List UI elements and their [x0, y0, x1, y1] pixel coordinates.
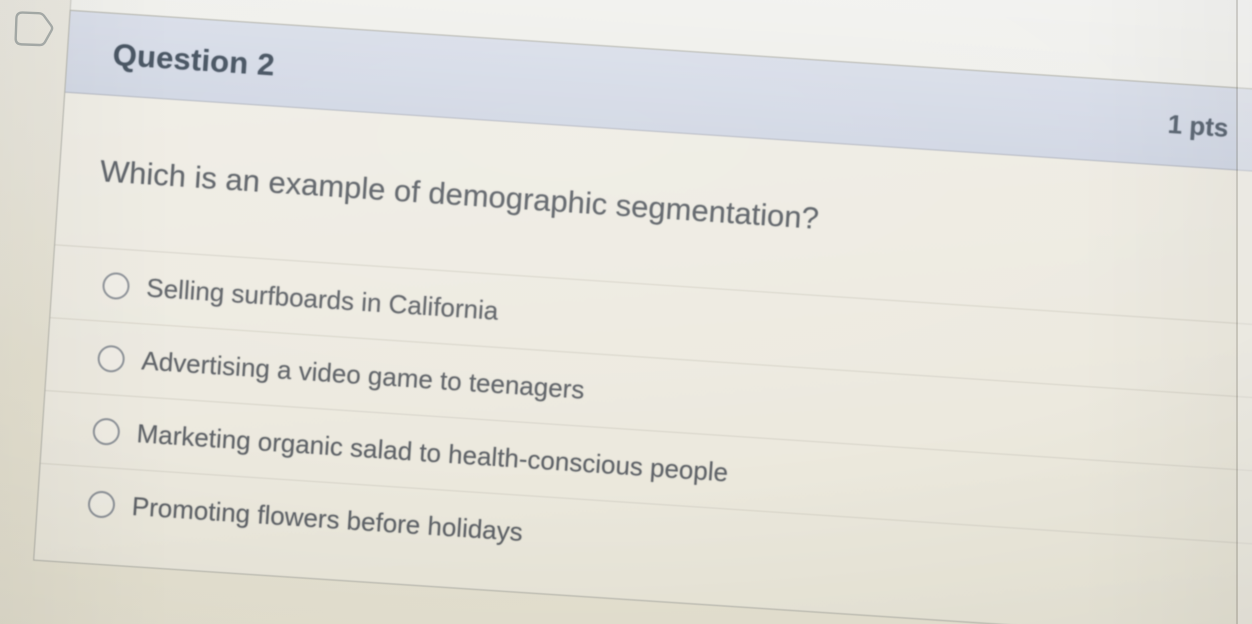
screen-edge-highlight [1238, 0, 1252, 624]
radio-button[interactable] [91, 416, 121, 446]
answer-label[interactable]: Selling surfboards in California [145, 272, 500, 326]
question-card: Question 2 1 pts Which is an example of … [33, 9, 1252, 624]
answer-label[interactable]: Promoting flowers before holidays [130, 490, 524, 547]
question-title: Question 2 [111, 36, 276, 82]
radio-button[interactable] [87, 489, 116, 519]
question-body: Which is an example of demographic segme… [35, 93, 1252, 624]
radio-button[interactable] [96, 343, 126, 373]
answer-label[interactable]: Advertising a video game to teenagers [140, 344, 586, 405]
screen-edge-line [1236, 0, 1238, 624]
radio-button[interactable] [101, 271, 131, 300]
quiz-page: Question 2 1 pts Which is an example of … [23, 0, 1252, 624]
points-label: 1 pts [1166, 108, 1230, 143]
flag-icon[interactable] [9, 8, 58, 52]
